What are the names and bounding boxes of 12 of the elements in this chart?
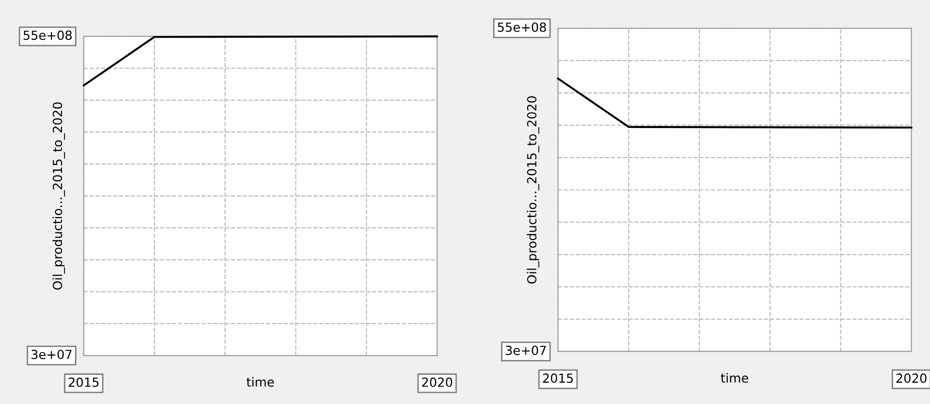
y-axis-title: Oil_productio..._2015_to_2020	[52, 102, 65, 290]
y-axis-title: Oil_productio..._2015_to_2020	[526, 96, 540, 284]
x-axis-title: time	[246, 377, 274, 387]
x-axis-title: time	[720, 373, 748, 383]
x-tick-label: 2015	[543, 373, 573, 383]
y-tick-label: 3e+07	[506, 346, 546, 356]
y-tick-label: 3e+07	[32, 350, 72, 360]
y-tick-label: 55e+08	[24, 30, 72, 40]
x-tick-label: 2020	[896, 373, 926, 383]
x-tick-label: 2015	[68, 377, 99, 387]
y-tick-label: 55e+08	[498, 22, 546, 32]
x-tick-label: 2020	[422, 377, 452, 387]
